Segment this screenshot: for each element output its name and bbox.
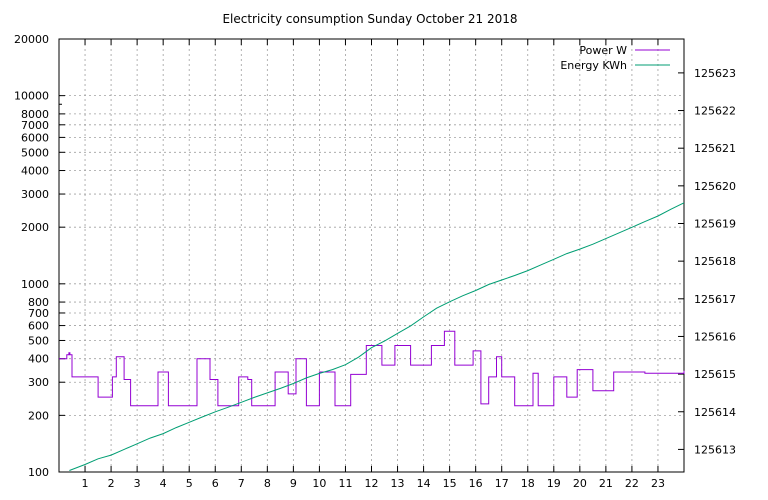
y-tick-label: 4000: [21, 165, 49, 178]
x-tick-label: 6: [212, 477, 219, 490]
y-tick-label: 100: [28, 466, 49, 479]
y-tick-label: 500: [28, 334, 49, 347]
x-tick-label: 13: [391, 477, 405, 490]
x-tick-label: 22: [625, 477, 639, 490]
x-tick-label: 19: [547, 477, 561, 490]
x-tick-label: 23: [651, 477, 665, 490]
y2-tick-label: 125618: [694, 255, 736, 268]
x-tick-label: 16: [469, 477, 483, 490]
y-tick-label: 300: [28, 376, 49, 389]
y2-tick-label: 125613: [694, 443, 736, 456]
x-tick-label: 1: [82, 477, 89, 490]
y-tick-label: 700: [28, 307, 49, 320]
y2-tick-label: 125616: [694, 330, 736, 343]
y2-tick-label: 125623: [694, 67, 736, 80]
legend-label-energy: Energy KWh: [560, 59, 627, 72]
x-tick-label: 5: [186, 477, 193, 490]
y2-tick-label: 125622: [694, 105, 736, 118]
legend-label-power: Power W: [579, 44, 627, 57]
energy-series-line: [69, 202, 685, 471]
x-tick-label: 14: [417, 477, 431, 490]
y-tick-label: 400: [28, 353, 49, 366]
chart-title: Electricity consumption Sunday October 2…: [222, 12, 517, 26]
x-tick-label: 15: [443, 477, 457, 490]
y2-tick-label: 125619: [694, 217, 736, 230]
y-tick-label: 200: [28, 409, 49, 422]
y-tick-label: 2000: [21, 221, 49, 234]
y-tick-label: 7000: [21, 119, 49, 132]
y2-tick-label: 125620: [694, 180, 736, 193]
x-tick-label: 3: [134, 477, 141, 490]
x-tick-label: 11: [338, 477, 352, 490]
y-tick-label: 6000: [21, 131, 49, 144]
x-tick-label: 9: [290, 477, 297, 490]
x-tick-label: 21: [599, 477, 613, 490]
x-tick-label: 12: [365, 477, 379, 490]
series: [59, 202, 685, 471]
y-tick-label: 600: [28, 320, 49, 333]
y-tick-label: 1000: [21, 278, 49, 291]
y-tick-label: 5000: [21, 146, 49, 159]
x-tick-label: 18: [521, 477, 535, 490]
x-tick-label: 2: [108, 477, 115, 490]
y-tick-label: 10000: [14, 90, 49, 103]
x-tick-label: 10: [312, 477, 326, 490]
y2-tick-label: 125615: [694, 368, 736, 381]
y2-tick-label: 125621: [694, 142, 736, 155]
y2-tick-label: 125614: [694, 406, 736, 419]
grid: [59, 39, 684, 472]
y-tick-label: 8000: [21, 108, 49, 121]
y-tick-label: 3000: [21, 188, 49, 201]
y-tick-label: 800: [28, 296, 49, 309]
x-tick-label: 20: [573, 477, 587, 490]
x-tick-label: 4: [160, 477, 167, 490]
x-tick-label: 7: [238, 477, 245, 490]
power-series-line: [59, 330, 685, 407]
x-tick-label: 8: [264, 477, 271, 490]
ticks: 1 2 3 4 5 6 7 8 9 10 11 12 13 14 15 16 17 18 19 20 21 22 23100…: [14, 33, 736, 490]
y-tick-label: 20000: [14, 33, 49, 46]
y2-tick-label: 125617: [694, 293, 736, 306]
x-tick-label: 17: [495, 477, 509, 490]
legend: Power W Energy KWh: [560, 44, 670, 72]
